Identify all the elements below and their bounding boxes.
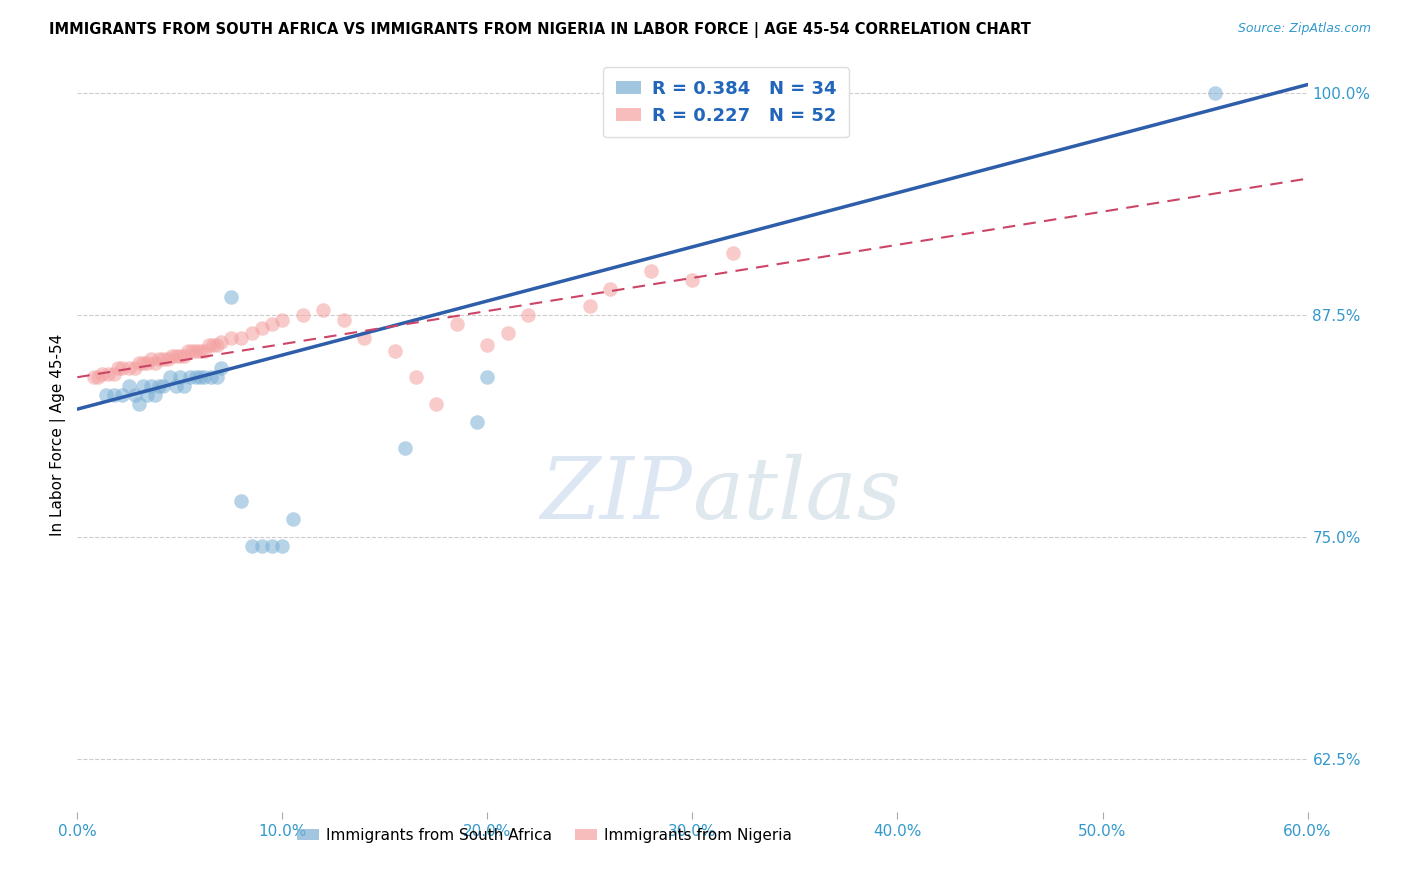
Point [188,343,212,358]
Point [240,326,263,340]
Point [186,370,208,384]
Point [141,352,163,367]
Point [200,370,222,384]
Point [124,388,146,402]
Point [128,356,150,370]
Point [132,356,155,370]
Point [148,379,170,393]
Point [312,302,335,317]
Point [83,370,105,384]
Point [103,388,125,402]
Point [117,379,139,393]
Point [94,388,117,402]
Point [477,338,499,352]
Point [477,370,499,384]
Point [87,370,110,384]
Point [136,356,159,370]
Point [353,331,375,345]
Point [446,317,468,331]
Point [111,388,134,402]
Point [271,539,294,553]
Point [177,343,200,358]
Point [143,388,166,402]
Point [405,370,427,384]
Text: Source: ZipAtlas.com: Source: ZipAtlas.com [1237,22,1371,36]
Point [188,370,212,384]
Point [231,494,253,508]
Point [281,512,304,526]
Point [159,370,181,384]
Point [640,264,662,278]
Point [124,361,146,376]
Point [197,338,219,352]
Point [201,338,224,352]
Point [132,379,155,393]
Point [97,367,120,381]
Point [496,326,519,340]
Point [165,349,187,363]
Point [173,349,195,363]
Point [128,397,150,411]
Y-axis label: In Labor Force | Age 45-54: In Labor Force | Age 45-54 [51,334,66,536]
Point [262,317,284,331]
Point [394,441,416,455]
Point [152,352,174,367]
Point [250,539,273,553]
Point [205,338,228,352]
Point [90,367,114,381]
Point [682,273,704,287]
Point [160,349,183,363]
Point [181,343,204,358]
Point [169,349,191,363]
Point [219,331,242,345]
Point [262,539,284,553]
Point [136,388,159,402]
Point [465,415,488,429]
Point [599,281,621,295]
Point [579,299,602,313]
Point [152,379,174,393]
Point [143,356,166,370]
Point [173,379,195,393]
Point [111,361,134,376]
Point [107,361,129,376]
Text: IMMIGRANTS FROM SOUTH AFRICA VS IMMIGRANTS FROM NIGERIA IN LABOR FORCE | AGE 45-: IMMIGRANTS FROM SOUTH AFRICA VS IMMIGRAN… [49,22,1031,38]
Point [209,334,232,349]
Point [250,320,273,334]
Point [148,352,170,367]
Point [517,308,540,322]
Point [231,331,253,345]
Point [240,539,263,553]
Point [179,370,201,384]
Point [291,308,314,322]
Point [384,343,406,358]
Point [1204,87,1226,101]
Point [425,397,447,411]
Point [165,379,187,393]
Point [117,361,139,376]
Legend: Immigrants from South Africa, Immigrants from Nigeria: Immigrants from South Africa, Immigrants… [291,822,799,849]
Point [141,379,163,393]
Point [219,290,242,304]
Point [103,367,125,381]
Text: ZIP: ZIP [540,454,693,536]
Point [209,361,232,376]
Text: atlas: atlas [693,454,901,536]
Point [193,370,215,384]
Point [333,313,356,327]
Point [186,343,208,358]
Point [723,246,745,260]
Point [271,313,294,327]
Point [205,370,228,384]
Point [156,352,179,367]
Point [193,343,215,358]
Point [169,370,191,384]
